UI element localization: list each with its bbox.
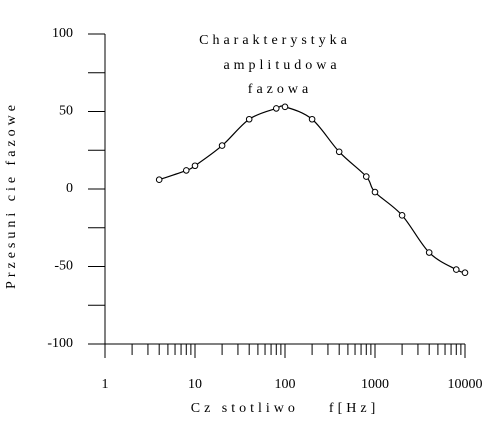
- title: Charakterystyka amplitudowa fazowa: [199, 33, 351, 97]
- title-line: amplitudowa: [223, 58, 340, 73]
- y-axis-label: Przesuni cie fazowe: [4, 101, 19, 289]
- x-tick-label: 1: [102, 377, 109, 392]
- data-point: [191, 162, 199, 170]
- data-point: [371, 188, 379, 196]
- data-point: [398, 212, 406, 219]
- data-point: [335, 148, 343, 156]
- data-point: [452, 266, 460, 273]
- y-tick-label: -50: [54, 259, 73, 274]
- data-point: [281, 103, 289, 111]
- title-line: fazowa: [248, 82, 312, 97]
- data-point: [182, 167, 190, 174]
- series-line: [158, 105, 466, 274]
- y-tick-label: 0: [66, 181, 73, 196]
- x-tick-label: 1000: [361, 377, 389, 392]
- y-tick-label: -100: [47, 336, 73, 351]
- x-tick-label: 10: [188, 377, 202, 392]
- data-point: [155, 176, 163, 183]
- x-tick-label: 100: [275, 377, 296, 392]
- data-point: [245, 115, 253, 123]
- data-point: [308, 115, 316, 123]
- x-tick-label: 10000: [448, 377, 482, 392]
- x-axis-label: Cz stotliwo f[Hz]: [191, 401, 379, 416]
- data-point: [425, 249, 433, 256]
- title-line: Charakterystyka: [199, 33, 351, 48]
- data-point: [461, 269, 469, 277]
- data-point: [362, 173, 370, 180]
- data-point: [272, 105, 280, 112]
- y-tick-label: 100: [52, 26, 73, 41]
- y-tick-label: 50: [59, 104, 73, 119]
- data-point: [218, 142, 226, 149]
